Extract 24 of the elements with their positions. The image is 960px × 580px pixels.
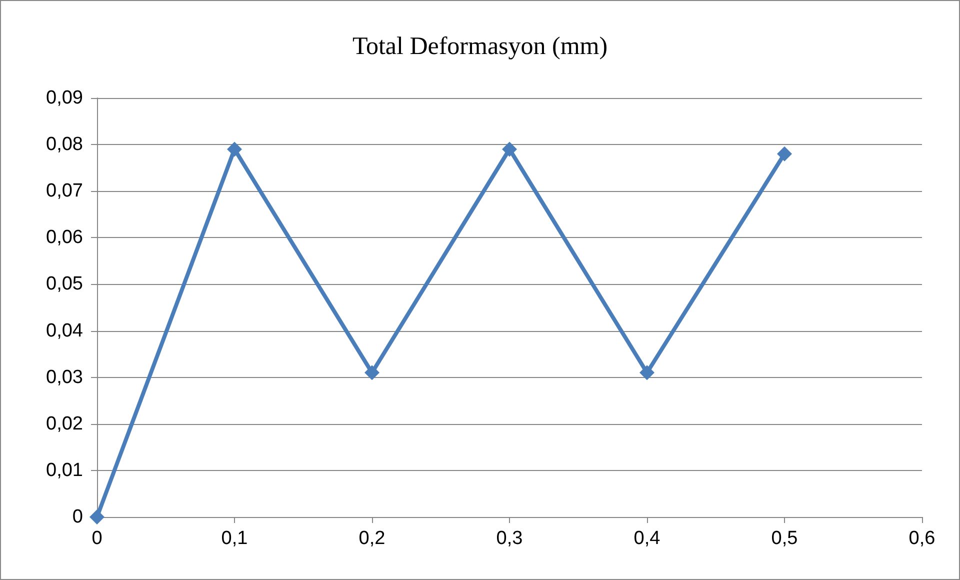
y-tick-label: 0,07 [46,180,83,202]
x-tick-label: 0,5 [771,528,798,549]
point [90,510,104,524]
point [364,365,380,380]
y-tick-label: 0,08 [46,134,83,156]
x-tick-label: 0,6 [908,528,936,549]
y-tick-label: 0,04 [46,320,84,342]
x-tick-label: 0 [92,528,102,549]
y-tick-label: 0,01 [46,460,83,481]
point [502,142,517,157]
x-tick-label: 0,4 [634,528,661,549]
y-tick-label: 0,06 [46,227,83,248]
x-tick-label: 0,3 [496,528,523,549]
x-tick-label: 0,1 [221,528,248,549]
y-tick-label: 0,02 [46,413,83,434]
point [227,142,242,157]
y-tick-label: 0,03 [46,366,83,388]
y-tick-label: 0,05 [46,274,83,295]
x-tick-label: 0,2 [358,528,386,549]
point [777,146,792,162]
y-tick-label: 0 [72,506,83,528]
y-tick-label: 0,09 [46,88,83,108]
chart-title: Total Deformasyon (mm) [352,33,608,60]
point [640,365,654,380]
